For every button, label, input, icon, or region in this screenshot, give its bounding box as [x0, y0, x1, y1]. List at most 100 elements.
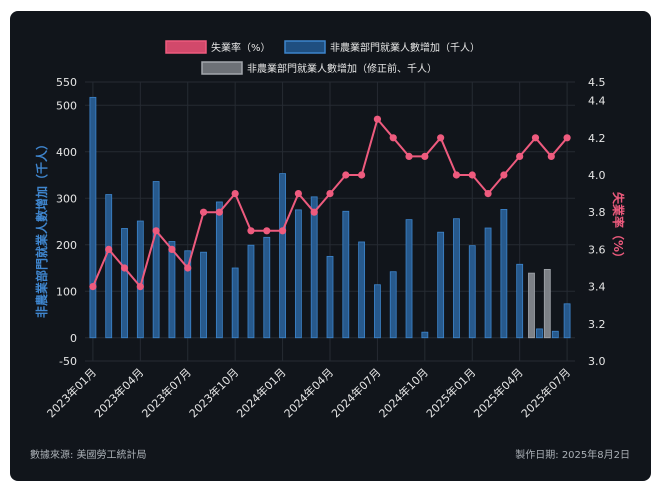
bar-payroll	[295, 210, 301, 338]
unemployment-point	[563, 134, 570, 141]
right-axis-label: 失業率（%）	[611, 192, 626, 264]
bar-payroll	[564, 304, 570, 338]
bar-payroll	[311, 197, 317, 338]
left-tick-label: 100	[56, 285, 77, 298]
unemployment-point	[184, 264, 191, 271]
right-tick-label: 4.4	[588, 95, 606, 108]
x-tick-label: 2024年01月	[234, 365, 289, 420]
legend[interactable]: 失業率（%） 非農業部門就業人數增加（千人） 非農業部門就業人數增加（修正前、千人）	[166, 41, 480, 75]
x-tick-label: 2023年07月	[139, 365, 194, 420]
right-tick-label: 3.0	[588, 355, 606, 368]
bar-payroll-prerevision	[528, 273, 534, 338]
bar-payroll	[90, 97, 96, 337]
unemployment-point	[484, 190, 491, 197]
unemployment-point	[200, 209, 207, 216]
unemployment-point	[374, 116, 381, 123]
unemployment-point	[232, 190, 239, 197]
right-tick-label: 3.6	[588, 243, 606, 256]
bar-payroll	[501, 209, 507, 337]
bar-payroll	[264, 237, 270, 337]
unemployment-point	[168, 246, 175, 253]
legend-swatch	[166, 41, 206, 53]
left-tick-label: 550	[56, 76, 77, 89]
unemployment-point	[295, 190, 302, 197]
legend-label: 失業率（%）	[211, 41, 271, 54]
x-tick-label: 2025年01月	[423, 365, 478, 420]
unemployment-point	[279, 227, 286, 234]
bar-payroll	[201, 252, 207, 338]
right-tick-label: 4.0	[588, 169, 606, 182]
unemployment-point	[548, 153, 555, 160]
unemployment-point	[263, 227, 270, 234]
unemployment-point	[153, 227, 160, 234]
axes-group: -50 0 100 200 300 400 500 550 3.0 3.2 3.4 3.6 3.8 4.0…	[44, 76, 606, 420]
bar-payroll	[536, 329, 542, 338]
unemployment-point	[358, 171, 365, 178]
unemployment-point	[390, 134, 397, 141]
x-tick-label: 2025年07月	[518, 365, 573, 420]
bar-payroll	[327, 256, 333, 337]
bar-payroll	[453, 219, 459, 338]
left-tick-label: -50	[59, 355, 77, 368]
legend-item[interactable]: 非農業部門就業人數增加（千人）	[285, 41, 480, 54]
bar-payroll	[232, 268, 238, 338]
unemployment-point	[216, 209, 223, 216]
bar-payroll	[169, 241, 175, 337]
creation-date: 製作日期: 2025年8月2日	[515, 448, 630, 461]
x-tick-label: 2023年01月	[44, 365, 99, 420]
left-tick-label: 500	[56, 99, 77, 112]
bar-payroll	[343, 211, 349, 337]
bar-payroll	[248, 245, 254, 338]
legend-item[interactable]: 非農業部門就業人數增加（修正前、千人）	[202, 62, 437, 75]
unemployment-point	[421, 153, 428, 160]
unemployment-point	[326, 190, 333, 197]
bar-payroll	[517, 264, 523, 337]
unemployment-point	[89, 283, 96, 290]
x-tick-label: 2024年04月	[281, 365, 336, 420]
bar-payroll	[153, 182, 159, 338]
bar-payroll	[122, 228, 128, 337]
right-tick-label: 3.2	[588, 318, 606, 331]
left-tick-label: 300	[56, 192, 77, 205]
unemployment-point	[437, 134, 444, 141]
bar-payroll	[406, 220, 412, 338]
x-tick-label: 2023年10月	[186, 365, 241, 420]
unemployment-point	[453, 171, 460, 178]
unemployment-point	[342, 171, 349, 178]
right-tick-label: 3.4	[588, 281, 606, 294]
x-tick-label: 2024年07月	[328, 365, 383, 420]
combo-chart: -5001002003004005005503.03.23.43.63.84.0…	[0, 0, 658, 489]
x-tick-label: 2025年04月	[471, 365, 526, 420]
bar-payroll	[438, 232, 444, 338]
left-axis-label: 非農業部門就業人數增加（千人）	[34, 138, 49, 318]
bar-payroll	[422, 332, 428, 338]
x-tick-label: 2024年10月	[376, 365, 431, 420]
bar-payroll	[216, 202, 222, 338]
bar-payroll	[280, 174, 286, 338]
left-tick-label: 200	[56, 239, 77, 252]
unemployment-point	[105, 246, 112, 253]
bar-payroll	[552, 331, 558, 338]
unemployment-point	[532, 134, 539, 141]
left-tick-label: 400	[56, 146, 77, 159]
unemployment-point	[247, 227, 254, 234]
bar-payroll	[485, 228, 491, 338]
unemployment-point	[500, 171, 507, 178]
legend-swatch	[202, 62, 242, 74]
bar-payroll	[390, 272, 396, 338]
legend-swatch	[285, 41, 325, 53]
legend-label: 非農業部門就業人數增加（修正前、千人）	[247, 62, 437, 75]
legend-label: 非農業部門就業人數增加（千人）	[330, 41, 480, 54]
unemployment-point	[516, 153, 523, 160]
unemployment-point	[137, 283, 144, 290]
bar-payroll	[106, 195, 112, 338]
bar-payroll	[359, 242, 365, 338]
bar-payroll	[469, 246, 475, 338]
bar-payroll	[374, 285, 380, 338]
unemployment-point	[405, 153, 412, 160]
legend-item[interactable]: 失業率（%）	[166, 41, 271, 54]
unemployment-point	[121, 264, 128, 271]
source-note: 數據來源: 美國勞工統計局	[30, 448, 147, 461]
unemployment-point	[311, 209, 318, 216]
bar-payroll-prerevision	[544, 269, 550, 337]
